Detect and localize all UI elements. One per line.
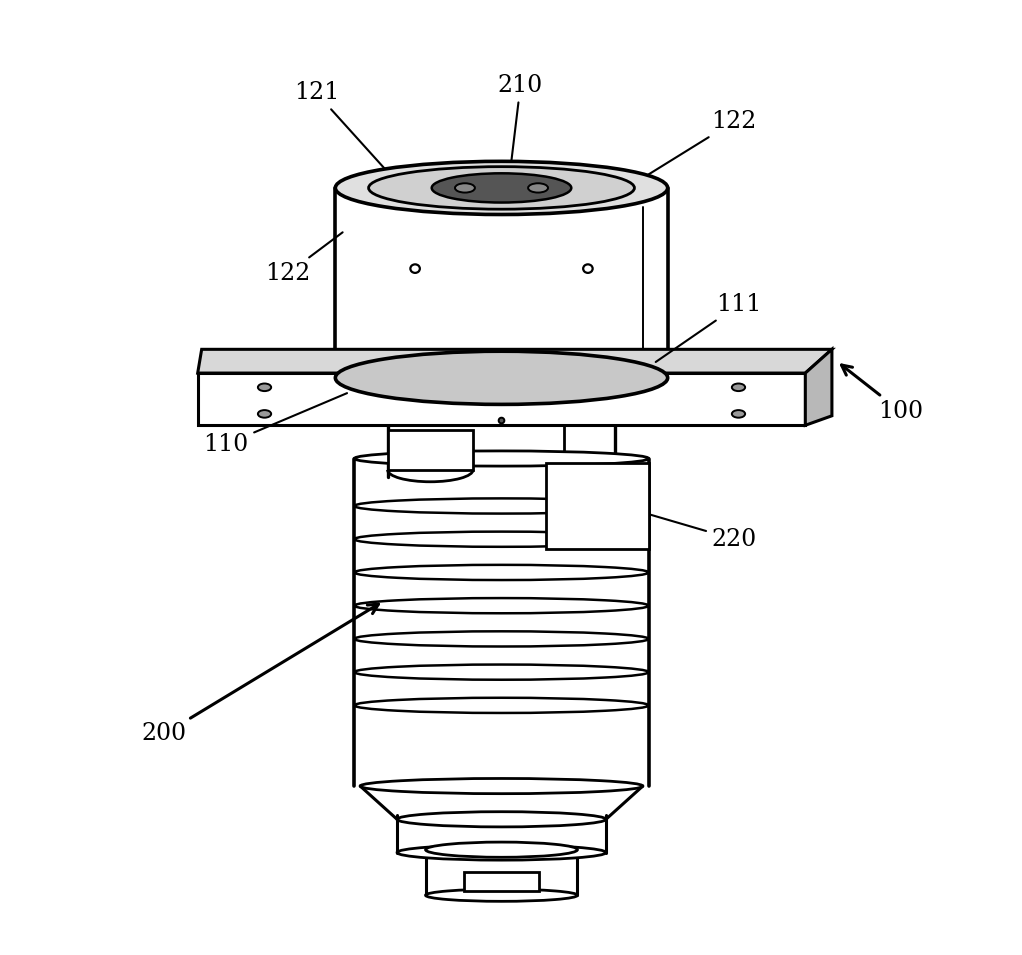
Polygon shape — [546, 463, 649, 549]
Ellipse shape — [425, 842, 577, 858]
Ellipse shape — [398, 812, 606, 827]
Ellipse shape — [411, 265, 420, 273]
Text: 121: 121 — [293, 81, 391, 177]
Text: 122: 122 — [637, 110, 757, 181]
Polygon shape — [197, 373, 805, 425]
Ellipse shape — [398, 845, 606, 860]
Ellipse shape — [360, 778, 643, 794]
Ellipse shape — [732, 384, 745, 392]
Ellipse shape — [335, 161, 667, 215]
Text: 110: 110 — [203, 393, 347, 456]
Ellipse shape — [732, 410, 745, 417]
Text: 200: 200 — [142, 605, 378, 745]
Ellipse shape — [528, 183, 548, 193]
Ellipse shape — [499, 417, 504, 423]
Polygon shape — [805, 350, 832, 425]
Ellipse shape — [425, 889, 577, 902]
Text: 220: 220 — [607, 502, 756, 551]
Text: 100: 100 — [841, 365, 923, 422]
Text: 210: 210 — [498, 74, 543, 161]
Ellipse shape — [335, 351, 667, 404]
Ellipse shape — [258, 384, 271, 392]
Polygon shape — [464, 872, 540, 890]
Ellipse shape — [355, 451, 649, 466]
Ellipse shape — [455, 183, 475, 193]
Ellipse shape — [584, 265, 593, 273]
Ellipse shape — [431, 173, 571, 202]
Polygon shape — [197, 350, 832, 373]
Ellipse shape — [369, 167, 635, 209]
Text: 122: 122 — [265, 232, 342, 285]
Text: 111: 111 — [656, 293, 761, 362]
Polygon shape — [387, 430, 473, 470]
Ellipse shape — [258, 410, 271, 417]
